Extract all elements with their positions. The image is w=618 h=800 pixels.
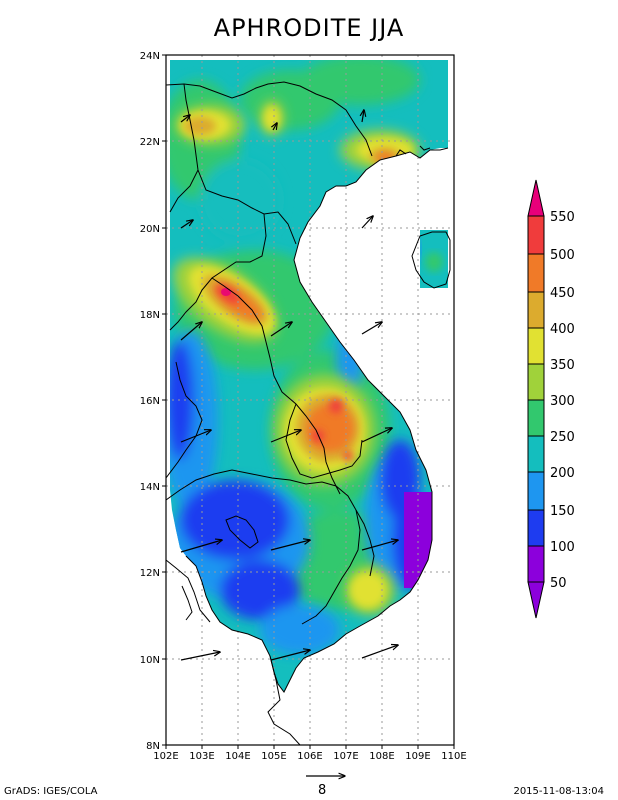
colorbar-label: 300 (550, 394, 575, 409)
latitude-labels: 24N 22N 20N 18N 16N 14N 12N 10N 8N (140, 51, 160, 752)
colorbar-segment (527, 363, 545, 401)
colorbar-labels: 550 500 450 400 350 300 250 200 150 100 … (550, 210, 575, 591)
longitude-labels: 102E 103E 104E 105E 106E 107E 108E 109E … (153, 751, 466, 762)
lat-label: 10N (140, 655, 160, 666)
lon-label: 107E (333, 751, 358, 762)
lat-label: 24N (140, 51, 160, 62)
colorbar-label: 50 (550, 576, 567, 591)
colorbar-label: 350 (550, 358, 575, 373)
lon-label: 109E (405, 751, 430, 762)
lat-label: 16N (140, 396, 160, 407)
colorbar-segment (527, 399, 545, 437)
lon-label: 104E (225, 751, 250, 762)
colorbar-segment (527, 471, 545, 511)
colorbar-label: 250 (550, 430, 575, 445)
colorbar-top-triangle (527, 179, 545, 217)
colorbar-label: 500 (550, 248, 575, 263)
lat-label: 20N (140, 224, 160, 235)
colorbar-label: 550 (550, 210, 575, 225)
lat-label: 18N (140, 310, 160, 321)
lat-lon-grid (166, 55, 454, 745)
lat-label: 8N (146, 741, 160, 752)
colorbar-segment (527, 215, 545, 255)
reference-wind-value: 8 (318, 783, 327, 798)
colorbar-segment (527, 291, 545, 329)
colorbar-label: 200 (550, 466, 575, 481)
colorbar-bottom-triangle (527, 581, 545, 619)
colorbar-label: 400 (550, 322, 575, 337)
lat-label: 12N (140, 568, 160, 579)
colorbar-label: 150 (550, 504, 575, 519)
coastline-borders (166, 81, 451, 745)
colorbar-label: 450 (550, 286, 575, 301)
lat-label: 14N (140, 482, 160, 493)
lon-label: 103E (189, 751, 214, 762)
lon-label: 108E (369, 751, 394, 762)
footer-credit: GrADS: IGES/COLA (4, 786, 98, 797)
wind-vectors (180, 110, 398, 661)
colorbar-segment (527, 253, 545, 293)
colorbar-segment (527, 435, 545, 473)
lon-label: 102E (153, 751, 178, 762)
colorbar-segment (527, 509, 545, 547)
lat-label: 22N (140, 137, 160, 148)
lon-label: 105E (261, 751, 286, 762)
lon-label: 110E (441, 751, 466, 762)
colorbar-segment (527, 327, 545, 365)
colorbar-segment (527, 545, 545, 583)
chart-title: APHRODITE JJA (213, 14, 405, 42)
lon-label: 106E (297, 751, 322, 762)
colorbar (527, 179, 545, 619)
footer-timestamp: 2015-11-08-13:04 (513, 786, 604, 797)
colorbar-label: 100 (550, 540, 575, 555)
